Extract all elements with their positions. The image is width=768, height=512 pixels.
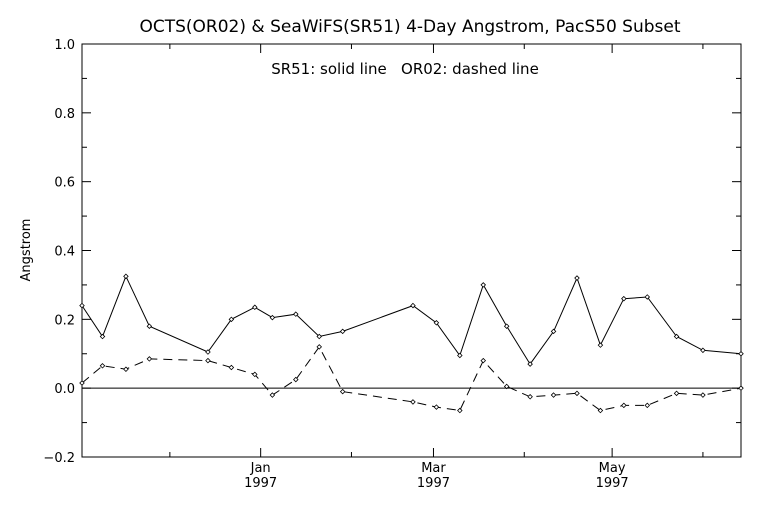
- data-point-sr51: [252, 304, 258, 311]
- axes: −0.20.00.20.40.60.81.0Jan1997Mar1997May1…: [43, 38, 742, 491]
- data-point-sr51: [146, 323, 153, 329]
- data-point-or02: [503, 383, 510, 390]
- chart-annotation: SR51: solid line OR02: dashed line: [271, 60, 539, 78]
- y-tick-label: 0.2: [54, 313, 75, 328]
- data-point-sr51: [205, 349, 211, 355]
- y-tick-label: 0.0: [54, 382, 75, 397]
- data-point-sr51: [738, 350, 744, 357]
- y-tick-label: 0.4: [54, 245, 75, 260]
- data-point-sr51: [673, 333, 680, 340]
- data-point-or02: [527, 394, 533, 400]
- data-point-or02: [673, 390, 680, 397]
- data-point-or02: [339, 388, 346, 395]
- data-point-sr51: [597, 342, 604, 348]
- data-point-sr51: [99, 333, 106, 340]
- data-point-sr51: [700, 347, 706, 354]
- x-tick-label: May: [599, 461, 626, 476]
- data-point-or02: [252, 371, 258, 378]
- data-point-sr51: [550, 328, 557, 335]
- data-point-sr51: [228, 316, 235, 323]
- data-point-sr51: [339, 328, 346, 335]
- data-point-sr51: [574, 275, 580, 281]
- data-point-sr51: [644, 294, 651, 300]
- data-point-sr51: [621, 295, 627, 302]
- data-point-or02: [457, 407, 463, 414]
- data-point-or02: [621, 402, 627, 409]
- data-point-sr51: [457, 352, 463, 359]
- data-point-or02: [410, 399, 416, 405]
- data-point-or02: [738, 385, 744, 391]
- data-point-sr51: [503, 323, 510, 329]
- x-tick-label: Jan: [250, 461, 271, 476]
- x-tick-label: Mar: [421, 461, 446, 476]
- y-tick-label: 0.6: [54, 176, 75, 191]
- data-point-sr51: [269, 314, 276, 321]
- data-point-or02: [269, 392, 276, 398]
- data-point-sr51: [527, 361, 533, 367]
- data-point-or02: [293, 376, 299, 383]
- data-point-or02: [480, 357, 487, 364]
- data-point-sr51: [293, 311, 299, 317]
- y-axis-label: Angstrom: [19, 219, 34, 282]
- data-point-sr51: [410, 302, 416, 309]
- data-point-or02: [597, 407, 604, 414]
- x-tick-label-year: 1997: [596, 476, 629, 491]
- data-point-or02: [146, 356, 153, 362]
- data-point-or02: [700, 392, 706, 398]
- data-point-or02: [574, 390, 580, 397]
- data-point-sr51: [433, 320, 440, 326]
- data-point-or02: [123, 366, 129, 373]
- data-point-or02: [316, 344, 323, 350]
- data-point-or02: [79, 380, 85, 386]
- data-point-or02: [550, 392, 557, 398]
- y-tick-label: 0.8: [54, 107, 75, 122]
- chart-title: OCTS(OR02) & SeaWiFS(SR51) 4-Day Angstro…: [139, 17, 680, 37]
- data-point-or02: [205, 357, 211, 364]
- data-point-or02: [99, 363, 106, 369]
- y-tick-label: −0.2: [43, 451, 75, 466]
- data-point-sr51: [79, 302, 85, 309]
- data-point-sr51: [123, 273, 129, 280]
- data-point-or02: [644, 402, 651, 409]
- data-point-or02: [228, 364, 235, 371]
- x-tick-label-year: 1997: [244, 476, 277, 491]
- data-point-or02: [433, 404, 440, 410]
- y-tick-label: 1.0: [54, 38, 75, 53]
- data-point-sr51: [316, 333, 323, 340]
- x-tick-label-year: 1997: [417, 476, 450, 491]
- plot-area: [79, 273, 744, 414]
- data-point-sr51: [480, 282, 487, 288]
